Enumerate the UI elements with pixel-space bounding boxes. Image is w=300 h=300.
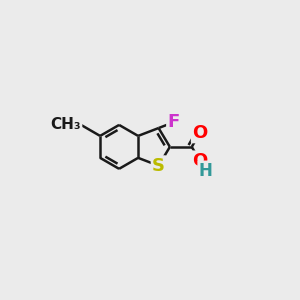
Text: S: S <box>152 157 165 175</box>
Text: H: H <box>199 162 213 180</box>
Text: F: F <box>168 113 180 131</box>
Text: CH₃: CH₃ <box>50 117 81 132</box>
Text: O: O <box>192 124 208 142</box>
Text: O: O <box>192 152 208 170</box>
